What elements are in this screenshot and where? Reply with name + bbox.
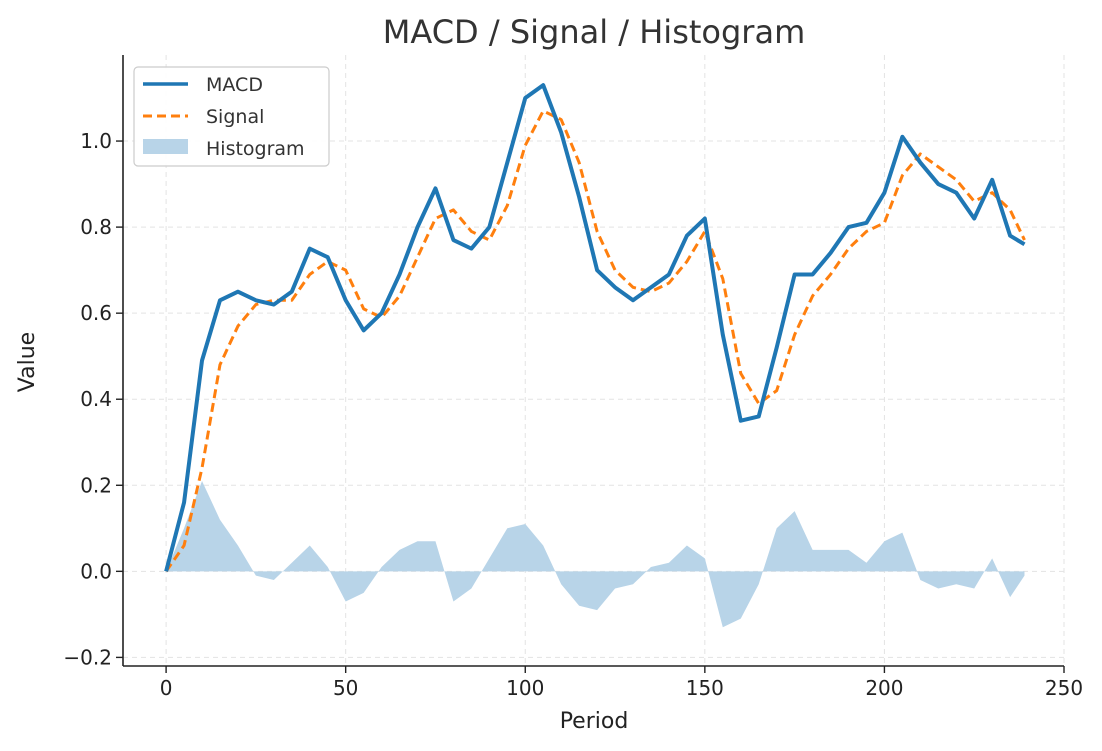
- y-tick-label: 0.2: [80, 473, 112, 497]
- chart-title: MACD / Signal / Histogram: [383, 13, 805, 51]
- y-tick-label: 1.0: [80, 129, 112, 153]
- x-tick-label: 100: [506, 676, 544, 700]
- x-tick-label: 150: [686, 676, 724, 700]
- line-series: [164, 83, 1026, 573]
- signal-line: [164, 109, 1026, 573]
- legend-swatch-histogram: [143, 139, 188, 154]
- x-tick-label: 0: [160, 676, 173, 700]
- legend: MACD Signal Histogram: [133, 66, 330, 167]
- y-tick-label: 0.0: [80, 559, 112, 583]
- y-tick-label: 0.6: [80, 301, 112, 325]
- legend-label-signal: Signal: [206, 106, 264, 128]
- x-tick-label: 200: [865, 676, 903, 700]
- x-tick-label: 250: [1045, 676, 1083, 700]
- y-tick-label: 0.8: [80, 215, 112, 239]
- y-axis-label: Value: [15, 332, 40, 392]
- macd-line: [164, 83, 1026, 572]
- x-axis-label: Period: [560, 709, 629, 734]
- y-tick-label: 0.4: [80, 387, 112, 411]
- histogram-area: [166, 480, 1025, 628]
- legend-label-histogram: Histogram: [206, 138, 305, 160]
- legend-label-macd: MACD: [206, 74, 263, 96]
- histogram-series: [166, 480, 1025, 628]
- ticks: 0 50 100 150 200 250 −0.2 0.0 0.2 0.4 0.6 0.8 1.0: [63, 129, 1083, 700]
- x-tick-label: 50: [333, 676, 358, 700]
- axes: [122, 55, 1064, 667]
- y-tick-label: −0.2: [63, 645, 112, 669]
